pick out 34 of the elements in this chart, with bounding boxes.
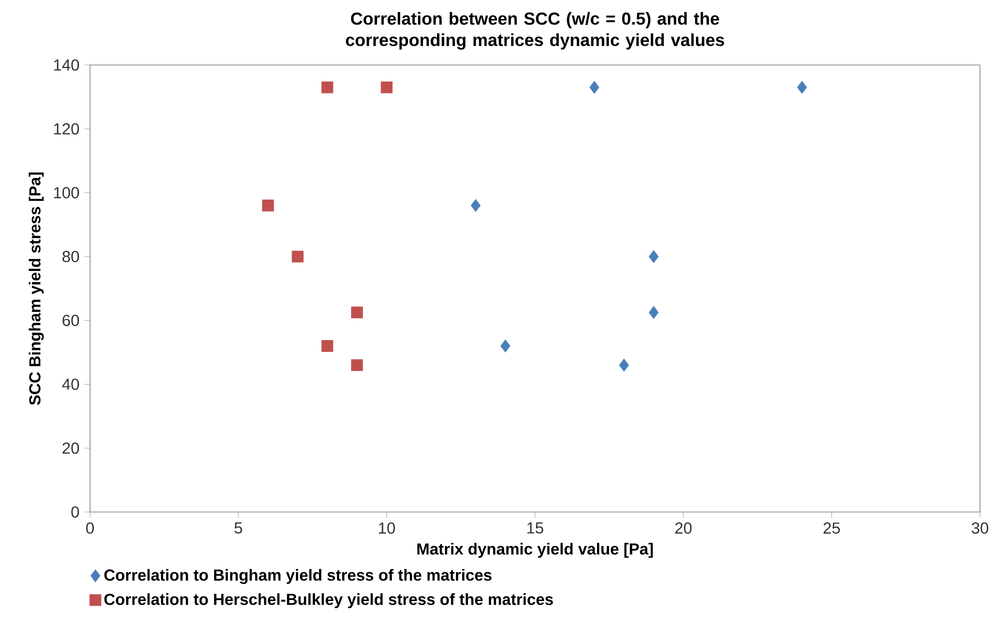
point xyxy=(470,199,481,212)
point xyxy=(797,80,807,94)
y-tick-label: 80 xyxy=(62,250,79,262)
point xyxy=(380,81,393,94)
x-tick-label: 20 xyxy=(675,522,692,534)
point xyxy=(589,80,600,94)
point xyxy=(648,250,659,263)
point xyxy=(351,359,363,371)
y-tick-label: 100 xyxy=(54,187,79,198)
x-tick-label: 15 xyxy=(527,522,544,534)
point xyxy=(321,340,334,352)
point xyxy=(619,358,629,372)
x-tick-label: 25 xyxy=(824,522,840,534)
y-tick-label: 40 xyxy=(62,378,79,390)
point xyxy=(321,81,334,94)
point xyxy=(648,306,659,319)
point xyxy=(292,250,304,262)
point xyxy=(262,200,274,212)
point xyxy=(351,306,363,318)
y-tick-label: 120 xyxy=(54,123,79,135)
x-tick-label: 10 xyxy=(378,522,395,534)
y-tick-label: 0 xyxy=(71,506,79,518)
x-tick-label: 0 xyxy=(86,522,94,534)
point xyxy=(500,340,510,352)
y-axis-title: SCC Bingham yield stress [Pa] xyxy=(28,172,44,405)
y-tick-label: 140 xyxy=(54,59,79,71)
legend-label: Correlation to Bingham yield stress of the matrices xyxy=(104,569,492,584)
x-tick-label: 30 xyxy=(972,522,988,534)
x-axis-title: Matrix dynamic yield value [Pa] xyxy=(417,542,653,558)
chart-title: Correlation between SCC (w/c = 0.5) and the corresponding matrices dynamic yield values xyxy=(346,12,724,50)
x-tick-label: 5 xyxy=(234,522,242,534)
y-tick-label: 20 xyxy=(62,442,79,454)
legend-label: Correlation to Herschel-Bulkley yield stress of the matrices xyxy=(104,593,553,608)
y-tick-label: 60 xyxy=(62,314,79,326)
